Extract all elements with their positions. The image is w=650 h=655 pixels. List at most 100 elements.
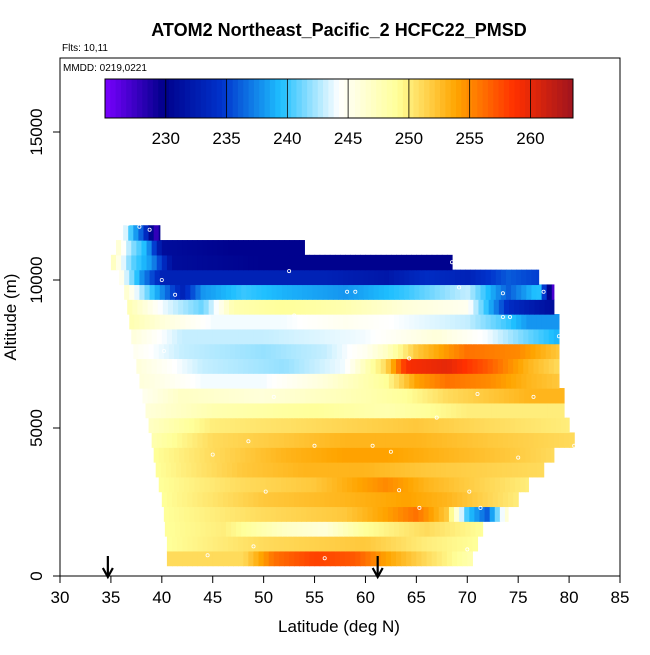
- heatmap-cell: [252, 402, 259, 419]
- heatmap-cell: [344, 402, 350, 419]
- heatmap-cell: [370, 536, 377, 552]
- heatmap-cell: [358, 373, 365, 389]
- heatmap-cell: [456, 462, 462, 478]
- heatmap-cell: [202, 491, 209, 508]
- heatmap-cell: [215, 269, 222, 286]
- colorbar-swatch: [152, 79, 159, 118]
- heatmap-cell: [436, 432, 443, 448]
- heatmap-cell: [363, 284, 370, 300]
- heatmap-cell: [440, 402, 447, 419]
- heatmap-cell: [358, 521, 365, 537]
- heatmap-cell: [172, 358, 178, 374]
- heatmap-cell: [199, 417, 206, 434]
- heatmap-cell: [272, 402, 279, 419]
- heatmap-cell: [421, 358, 428, 374]
- heatmap-cell: [133, 225, 139, 241]
- dates-label: MMDD: 0219,0221: [63, 63, 147, 74]
- colorbar-swatch: [179, 79, 186, 118]
- heatmap-cell: [546, 314, 553, 330]
- heatmap-cell: [504, 476, 511, 493]
- heatmap-cell: [373, 373, 380, 389]
- heatmap-cell: [314, 491, 321, 508]
- heatmap-cell: [409, 314, 415, 330]
- heatmap-cell: [537, 462, 544, 478]
- heatmap-cell: [347, 417, 353, 434]
- heatmap-cell: [336, 417, 343, 434]
- heatmap-cell: [353, 373, 359, 389]
- heatmap-cell: [263, 358, 270, 374]
- heatmap-cell: [198, 388, 205, 404]
- heatmap-cell: [284, 432, 290, 448]
- heatmap-cell: [368, 269, 375, 286]
- heatmap-cell: [158, 343, 165, 360]
- heatmap-cell: [392, 343, 399, 360]
- heatmap-cell: [153, 343, 160, 360]
- heatmap-cell: [354, 462, 360, 478]
- heatmap-cell: [372, 447, 379, 463]
- sample-point: [516, 455, 521, 460]
- colorbar-swatch: [301, 79, 308, 118]
- heatmap-cell: [126, 254, 132, 271]
- heatmap-cell: [164, 269, 171, 286]
- heatmap-cell: [511, 373, 517, 389]
- heatmap-cell: [464, 506, 470, 522]
- heatmap-cell: [170, 402, 177, 419]
- heatmap-cell: [390, 358, 397, 374]
- heatmap-cell: [154, 373, 161, 389]
- heatmap-cell: [527, 402, 534, 419]
- heatmap-cell: [505, 314, 512, 330]
- heatmap-cell: [363, 269, 370, 286]
- heatmap-cell: [316, 506, 323, 522]
- heatmap-cell: [513, 491, 519, 508]
- heatmap-cell: [404, 314, 410, 330]
- heatmap-cell: [169, 373, 176, 389]
- heatmap-cell: [390, 491, 397, 508]
- heatmap-cell: [380, 254, 387, 271]
- heatmap-cell: [493, 388, 500, 404]
- heatmap-cell: [307, 373, 314, 389]
- heatmap-cell: [403, 506, 409, 522]
- heatmap-cell: [513, 328, 519, 345]
- heatmap-cell: [164, 521, 171, 537]
- colorbar-swatch: [567, 79, 574, 118]
- heatmap-cell: [378, 373, 385, 389]
- heatmap-cell: [418, 506, 425, 522]
- heatmap-cell: [273, 550, 280, 567]
- heatmap-cell: [436, 254, 443, 271]
- heatmap-cell: [220, 284, 227, 300]
- heatmap-cell: [488, 388, 495, 404]
- heatmap-cell: [421, 491, 428, 508]
- colorbar-swatch: [397, 79, 404, 118]
- heatmap-cell: [163, 506, 170, 522]
- heatmap-cell: [520, 343, 526, 360]
- heatmap-cell: [499, 476, 506, 493]
- heatmap-cell: [429, 373, 436, 389]
- heatmap-cell: [281, 284, 288, 300]
- heatmap-cell: [554, 388, 561, 404]
- heatmap-cell: [556, 314, 560, 330]
- heatmap-cell: [341, 299, 347, 315]
- heatmap-cell: [197, 550, 204, 567]
- heatmap-cell: [294, 550, 300, 567]
- heatmap-cell: [152, 299, 159, 315]
- heatmap-cell: [345, 432, 351, 448]
- heatmap-cell: [394, 462, 401, 478]
- heatmap-cell: [557, 402, 564, 419]
- heatmap-cell: [246, 284, 253, 300]
- heatmap-cell: [406, 550, 412, 567]
- heatmap-cell: [333, 402, 340, 419]
- heatmap-cell: [250, 417, 257, 434]
- colorbar-swatch: [546, 79, 553, 118]
- heatmap-cell: [336, 476, 343, 493]
- heatmap-cell: [231, 373, 237, 389]
- heatmap-cell: [134, 269, 141, 286]
- heatmap-cell: [371, 299, 378, 315]
- heatmap-cell: [382, 343, 389, 360]
- heatmap-cell: [353, 521, 359, 537]
- colorbar-swatch: [429, 79, 436, 118]
- heatmap-cell: [553, 432, 560, 448]
- heatmap-cell: [288, 402, 294, 419]
- heatmap-cell: [155, 402, 162, 419]
- heatmap-cell: [431, 491, 438, 508]
- heatmap-cell: [343, 373, 349, 389]
